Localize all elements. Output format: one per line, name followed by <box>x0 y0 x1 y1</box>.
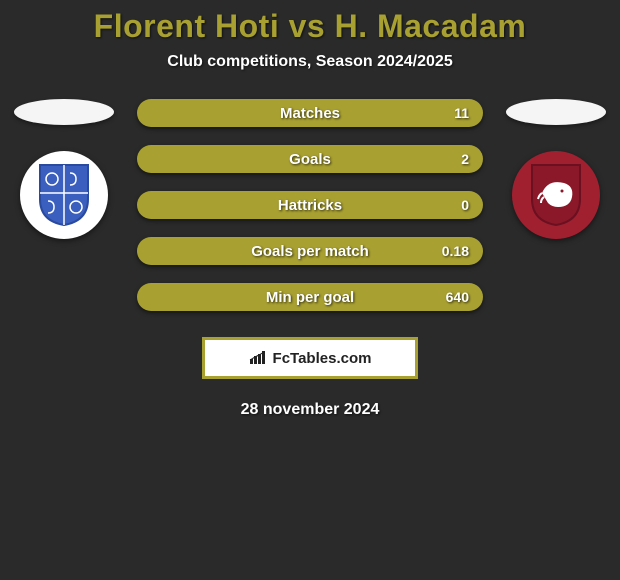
stat-pill: Matches 11 <box>137 99 483 127</box>
stat-pill: Goals 2 <box>137 145 483 173</box>
page-title: Florent Hoti vs H. Macadam <box>0 8 620 45</box>
bar-chart-icon <box>249 351 267 365</box>
shield-icon <box>528 163 584 227</box>
stats-column: Matches 11 Goals 2 Hattricks 0 Goals per match… <box>137 99 483 311</box>
stat-label: Goals per match <box>251 243 369 260</box>
stat-value: 2 <box>461 151 469 167</box>
stat-value: 0.18 <box>442 243 469 259</box>
stat-label: Hattricks <box>278 197 342 214</box>
right-column <box>501 99 611 239</box>
stat-pill: Goals per match 0.18 <box>137 237 483 265</box>
footer-label: FcTables.com <box>273 350 372 367</box>
left-column <box>9 99 119 239</box>
stat-value: 11 <box>454 105 469 121</box>
stat-label: Matches <box>280 105 340 122</box>
stat-pill: Hattricks 0 <box>137 191 483 219</box>
main-row: Matches 11 Goals 2 Hattricks 0 Goals per match… <box>0 99 620 311</box>
date-text: 28 november 2024 <box>0 401 620 419</box>
stat-value: 640 <box>446 289 469 305</box>
right-ellipse <box>506 99 606 125</box>
shield-icon <box>36 163 92 227</box>
footer-attribution: FcTables.com <box>202 337 418 379</box>
subtitle: Club competitions, Season 2024/2025 <box>0 53 620 71</box>
stat-pill: Min per goal 640 <box>137 283 483 311</box>
right-club-crest <box>512 151 600 239</box>
stat-value: 0 <box>461 197 469 213</box>
left-ellipse <box>14 99 114 125</box>
stat-label: Min per goal <box>266 289 354 306</box>
left-club-crest <box>20 151 108 239</box>
stat-label: Goals <box>289 151 331 168</box>
